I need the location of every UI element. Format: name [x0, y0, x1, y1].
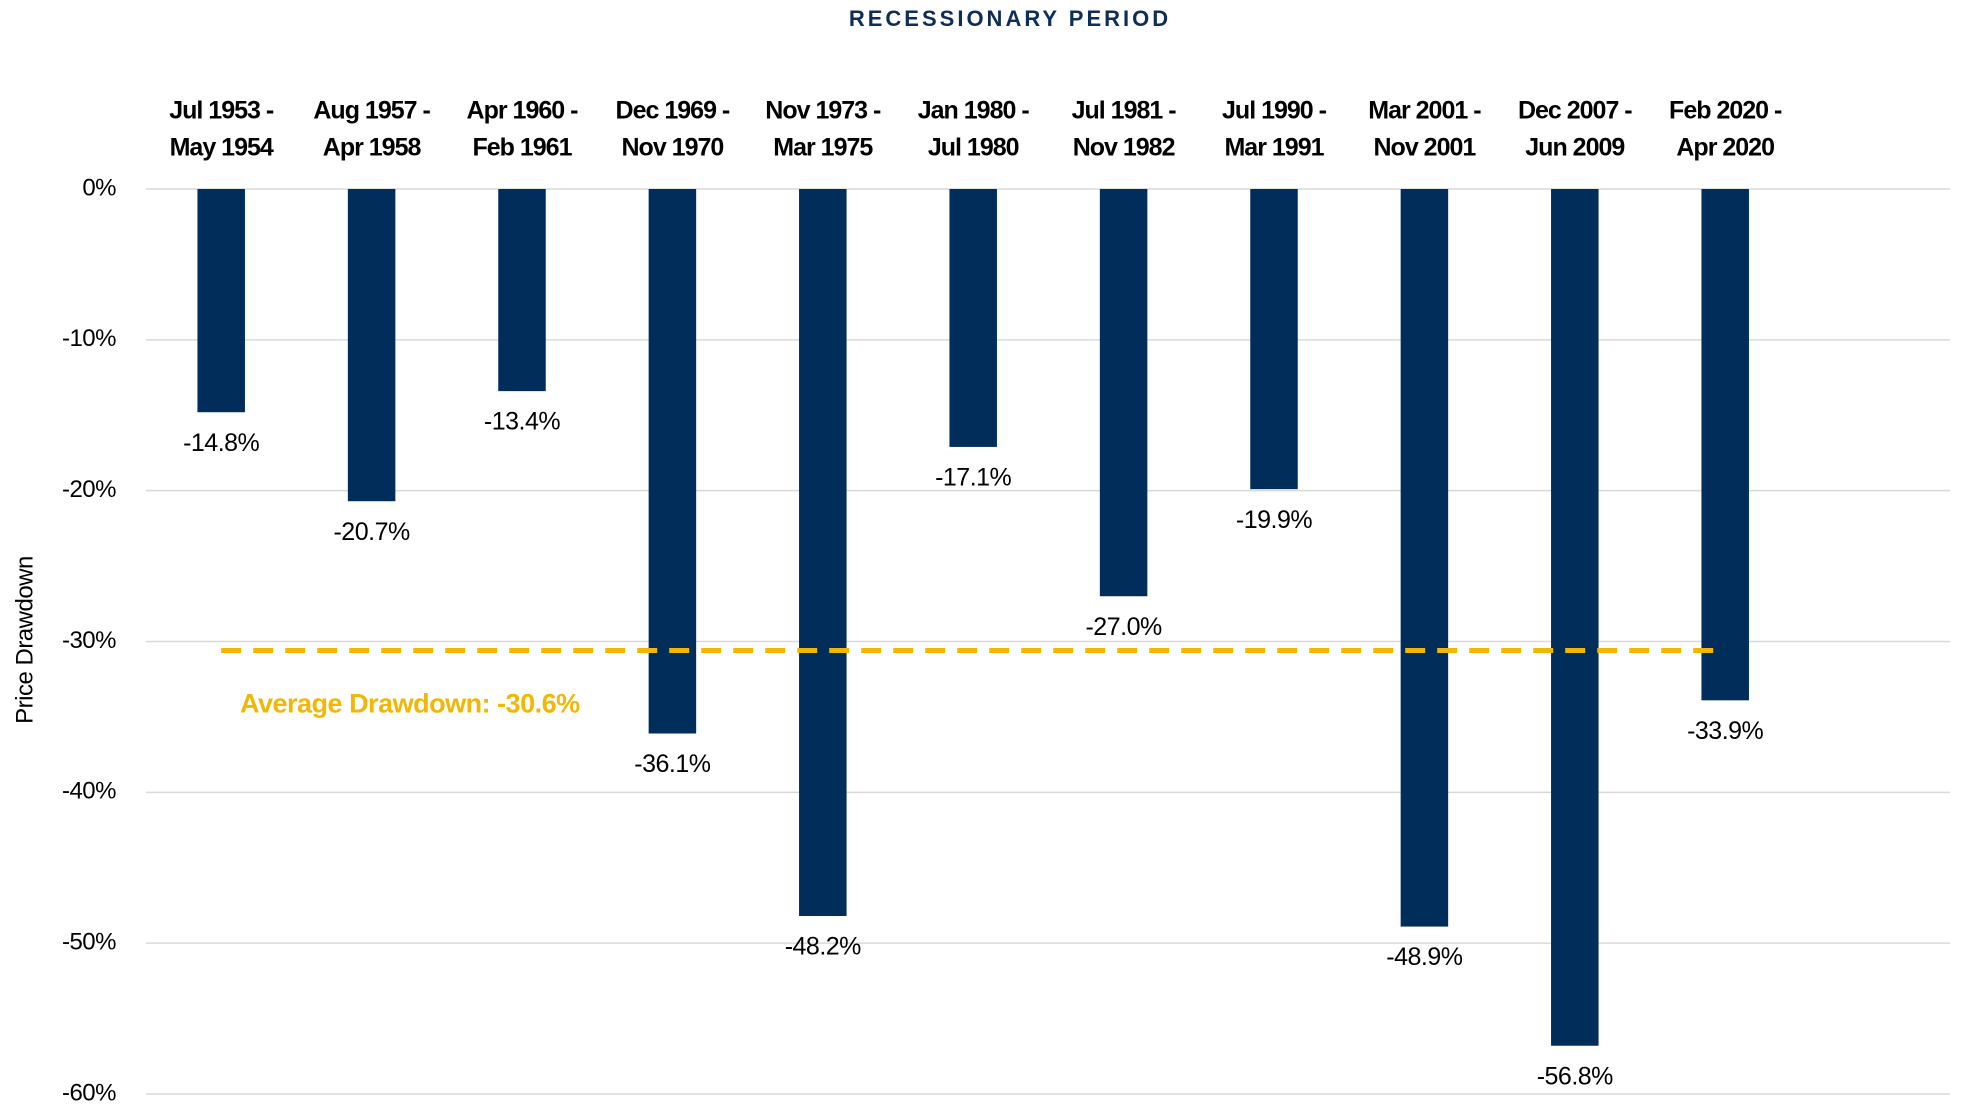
x-tick-label: Apr 2020 — [1676, 134, 1774, 162]
x-tick-label: Feb 2020 - — [1669, 97, 1782, 125]
y-tick-label: -60% — [62, 1079, 116, 1106]
x-tick-label: Feb 1961 — [472, 134, 572, 162]
bar — [648, 189, 697, 734]
value-label: -48.2% — [785, 933, 861, 961]
y-tick-label: -20% — [62, 476, 116, 503]
bar — [1551, 189, 1599, 1046]
bar — [197, 189, 245, 413]
value-label: -33.9% — [1687, 717, 1763, 745]
y-tick-label: -50% — [62, 929, 116, 956]
y-tick-label: 0% — [82, 174, 116, 201]
y-axis-label: Price Drawdown — [11, 556, 38, 724]
value-label: -17.1% — [935, 464, 1011, 492]
bar — [1701, 189, 1749, 701]
x-tick-label: Jan 1980 - — [918, 97, 1030, 125]
x-tick-label: Jul 1990 - — [1222, 97, 1327, 125]
x-tick-label: Jul 1981 - — [1072, 97, 1177, 125]
x-tick-label: Nov 1973 - — [765, 97, 881, 125]
bar — [1400, 189, 1449, 927]
x-tick-label: Jun 2009 — [1525, 134, 1624, 162]
value-label: -27.0% — [1085, 613, 1161, 641]
x-tick-label: Aug 1957 - — [313, 97, 430, 125]
x-tick-label: Nov 1970 — [622, 134, 724, 162]
x-tick-label: Dec 1969 - — [616, 97, 730, 125]
x-tick-label: Mar 1991 — [1224, 134, 1324, 162]
x-tick-label: Nov 1982 — [1073, 134, 1175, 162]
x-tick-label: Jul 1980 — [928, 134, 1019, 162]
bar — [347, 189, 396, 502]
value-label: -48.9% — [1386, 943, 1462, 971]
bar — [1250, 189, 1298, 490]
x-tick-label: Nov 2001 — [1374, 134, 1477, 162]
x-tick-label: Mar 1975 — [773, 134, 873, 162]
average-label: Average Drawdown: -30.6% — [240, 689, 580, 719]
value-label: -14.8% — [183, 429, 259, 457]
bar — [949, 189, 997, 447]
x-tick-label: Jul 1953 - — [169, 97, 274, 125]
x-tick-label: Mar 2001 - — [1368, 97, 1481, 125]
y-tick-label: -40% — [62, 778, 116, 805]
y-tick-label: -30% — [62, 627, 116, 654]
x-tick-label: Apr 1958 — [323, 134, 422, 162]
bar — [1099, 189, 1148, 597]
x-tick-label: Dec 2007 - — [1518, 97, 1632, 125]
chart-title: RECESSIONARY PERIOD — [849, 6, 1171, 31]
bar — [799, 189, 847, 917]
value-label: -19.9% — [1236, 506, 1312, 534]
y-tick-label: -10% — [62, 325, 116, 352]
value-label: -36.1% — [634, 750, 710, 778]
value-label: -13.4% — [484, 408, 560, 436]
x-tick-label: Apr 1960 - — [467, 97, 579, 125]
x-tick-label: May 1954 — [170, 134, 274, 162]
value-label: -20.7% — [333, 518, 409, 546]
bar — [498, 189, 546, 392]
value-label: -56.8% — [1537, 1062, 1613, 1090]
